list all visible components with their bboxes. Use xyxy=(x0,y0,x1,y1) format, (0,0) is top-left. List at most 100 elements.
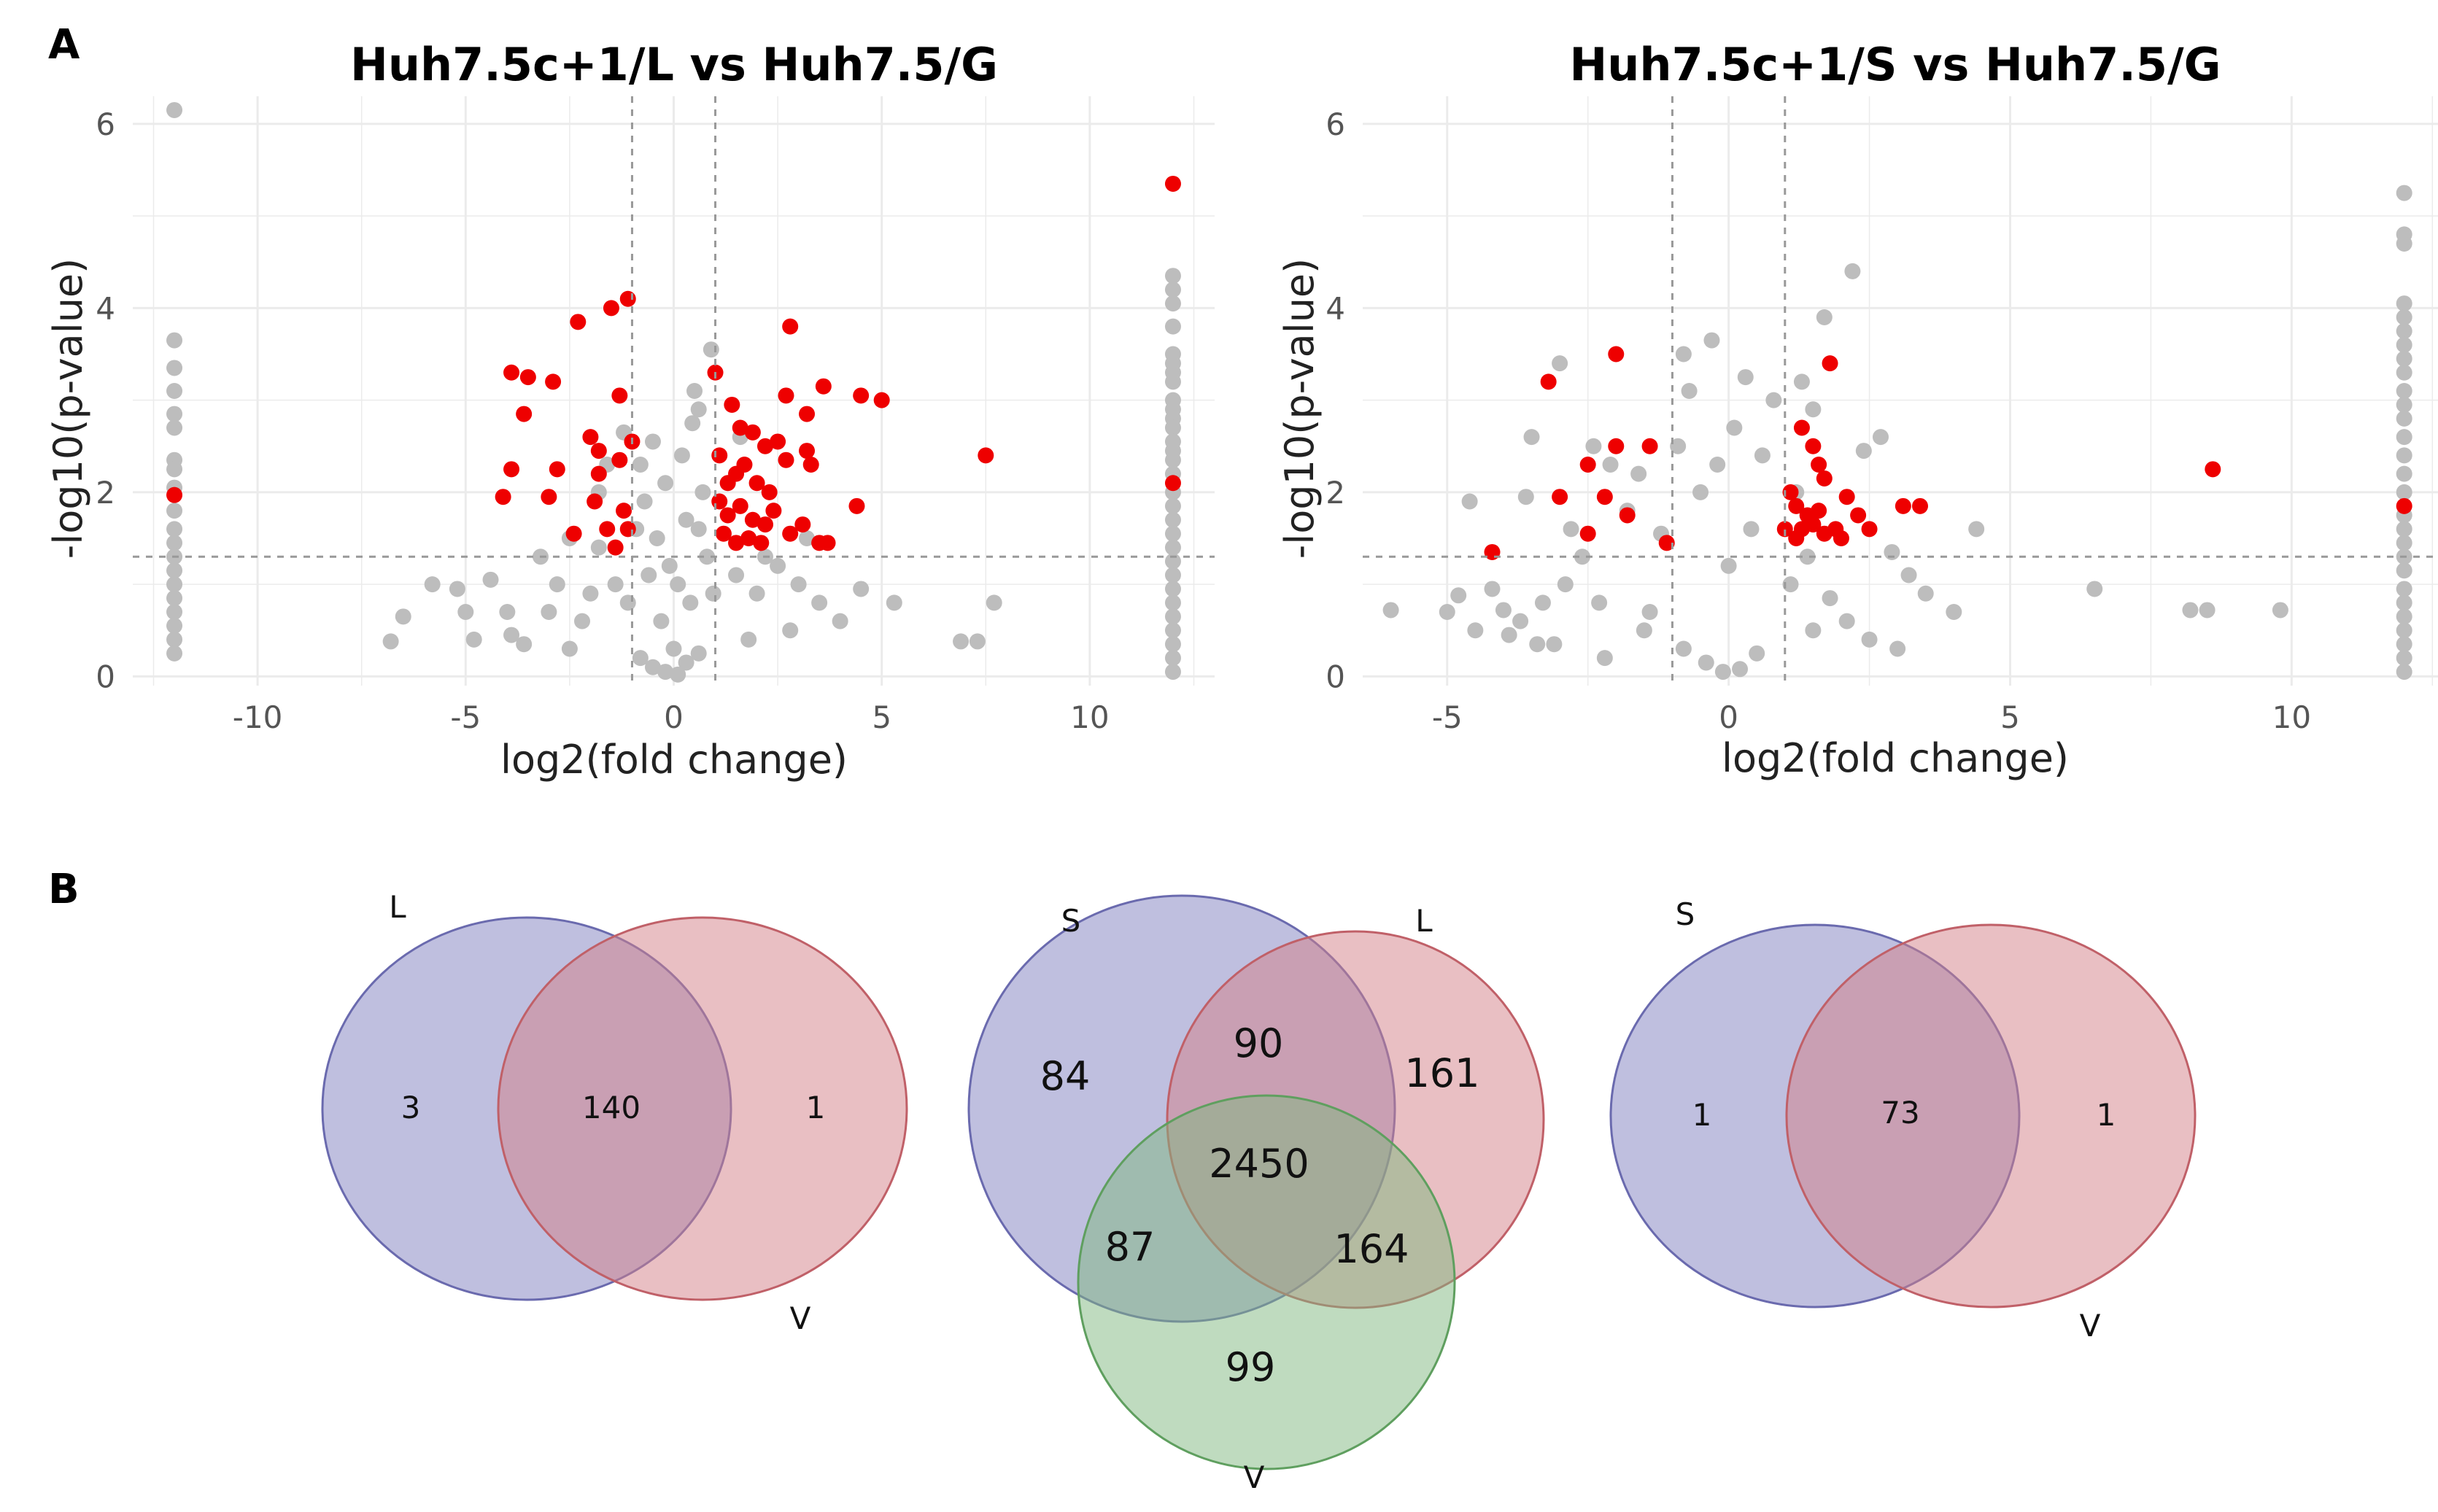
venn-l-v: L V 3 140 1 xyxy=(321,889,908,1336)
nonsignificant-point xyxy=(382,633,399,650)
significant-point xyxy=(1793,419,1810,436)
significant-point xyxy=(732,419,748,436)
significant-point xyxy=(549,461,565,478)
significant-point xyxy=(799,406,816,422)
nonsignificant-point xyxy=(1805,401,1822,418)
nonsignificant-point xyxy=(2396,383,2412,399)
significant-point xyxy=(519,369,536,386)
significant-point xyxy=(616,503,632,519)
x-tick-label: 0 xyxy=(1719,699,1738,735)
nonsignificant-point xyxy=(457,604,474,620)
significant-point xyxy=(570,314,587,330)
nonsignificant-point xyxy=(1529,636,1546,653)
significant-point xyxy=(848,497,865,514)
nonsignificant-point xyxy=(1164,497,1181,514)
nonsignificant-point xyxy=(1726,419,1743,436)
venn-count-l-only: 161 xyxy=(1404,1050,1479,1096)
nonsignificant-point xyxy=(1563,521,1579,538)
nonsignificant-point xyxy=(1754,447,1771,464)
significant-point xyxy=(1658,535,1675,551)
nonsignificant-point xyxy=(811,594,828,611)
venn-count-s-l: 90 xyxy=(1234,1020,1284,1066)
y-tick-label: 2 xyxy=(1326,475,1345,511)
venn-count-s-v: 73 xyxy=(1881,1095,1919,1131)
significant-point xyxy=(607,539,624,556)
nonsignificant-point xyxy=(2396,185,2412,201)
significant-point xyxy=(582,429,599,446)
nonsignificant-point xyxy=(1946,604,1962,620)
y-tick-label: 0 xyxy=(1326,659,1345,694)
nonsignificant-point xyxy=(1782,576,1799,593)
significant-point xyxy=(516,406,533,422)
nonsignificant-point xyxy=(1917,585,1934,602)
nonsignificant-point xyxy=(1164,511,1181,528)
significant-point xyxy=(603,300,619,317)
nonsignificant-point xyxy=(465,631,482,648)
significant-point xyxy=(778,387,794,404)
venn-count-v-only: 99 xyxy=(1226,1344,1276,1390)
x-tick-label: 0 xyxy=(664,699,684,735)
nonsignificant-point xyxy=(166,406,183,422)
significant-point xyxy=(802,457,819,473)
nonsignificant-point xyxy=(1709,457,1726,473)
venn-set-label-s: S xyxy=(1676,896,1695,932)
venn-set-label-l: L xyxy=(1415,903,1433,939)
nonsignificant-point xyxy=(1439,604,1455,620)
nonsignificant-point xyxy=(703,341,719,358)
significant-point xyxy=(1164,475,1181,492)
nonsignificant-point xyxy=(166,617,183,634)
nonsignificant-point xyxy=(670,576,686,593)
nonsignificant-point xyxy=(166,461,183,478)
significant-point xyxy=(1164,175,1181,192)
nonsignificant-point xyxy=(1799,548,1816,565)
nonsignificant-point xyxy=(740,631,757,648)
nonsignificant-point xyxy=(166,604,183,620)
nonsignificant-point xyxy=(1692,484,1709,500)
nonsignificant-point xyxy=(1512,613,1529,629)
significant-point xyxy=(728,535,745,551)
nonsignificant-point xyxy=(1900,567,1917,584)
nonsignificant-point xyxy=(1164,567,1181,584)
significant-point xyxy=(503,461,520,478)
nonsignificant-point xyxy=(1585,438,1602,454)
nonsignificant-point xyxy=(1749,645,1765,662)
nonsignificant-point xyxy=(1602,457,1619,473)
significant-point xyxy=(1912,497,1929,514)
nonsignificant-point xyxy=(1714,664,1731,681)
nonsignificant-point xyxy=(1164,373,1181,390)
nonsignificant-point xyxy=(166,419,183,436)
nonsignificant-point xyxy=(2199,602,2216,619)
nonsignificant-point xyxy=(1164,594,1181,611)
nonsignificant-point xyxy=(1872,429,1889,446)
nonsignificant-point xyxy=(1164,650,1181,667)
nonsignificant-point xyxy=(1546,636,1563,653)
significant-point xyxy=(761,484,778,500)
nonsignificant-point xyxy=(1641,604,1658,620)
nonsignificant-point xyxy=(665,640,682,657)
nonsignificant-point xyxy=(2396,622,2412,639)
volcano-l-title: Huh7.5c+1/L vs Huh7.5/G xyxy=(350,38,998,91)
nonsignificant-point xyxy=(1855,443,1872,460)
nonsignificant-point xyxy=(2396,309,2412,325)
significant-point xyxy=(711,447,728,464)
significant-point xyxy=(744,424,761,441)
nonsignificant-point xyxy=(699,548,716,565)
venn-set-label-v: V xyxy=(2080,1308,2101,1344)
nonsignificant-point xyxy=(1164,282,1181,298)
venn-circle-v xyxy=(497,916,908,1301)
nonsignificant-point xyxy=(2396,562,2412,579)
significant-point xyxy=(732,497,748,514)
nonsignificant-point xyxy=(886,594,902,611)
nonsignificant-point xyxy=(2396,636,2412,653)
significant-point xyxy=(724,396,740,413)
nonsignificant-point xyxy=(684,415,701,432)
significant-point xyxy=(1608,346,1625,363)
significant-point xyxy=(978,447,994,464)
nonsignificant-point xyxy=(644,433,661,450)
nonsignificant-point xyxy=(607,576,624,593)
significant-point xyxy=(756,438,773,454)
nonsignificant-point xyxy=(686,383,703,399)
nonsignificant-point xyxy=(790,576,807,593)
nonsignificant-point xyxy=(2272,602,2288,619)
nonsignificant-point xyxy=(166,360,183,376)
